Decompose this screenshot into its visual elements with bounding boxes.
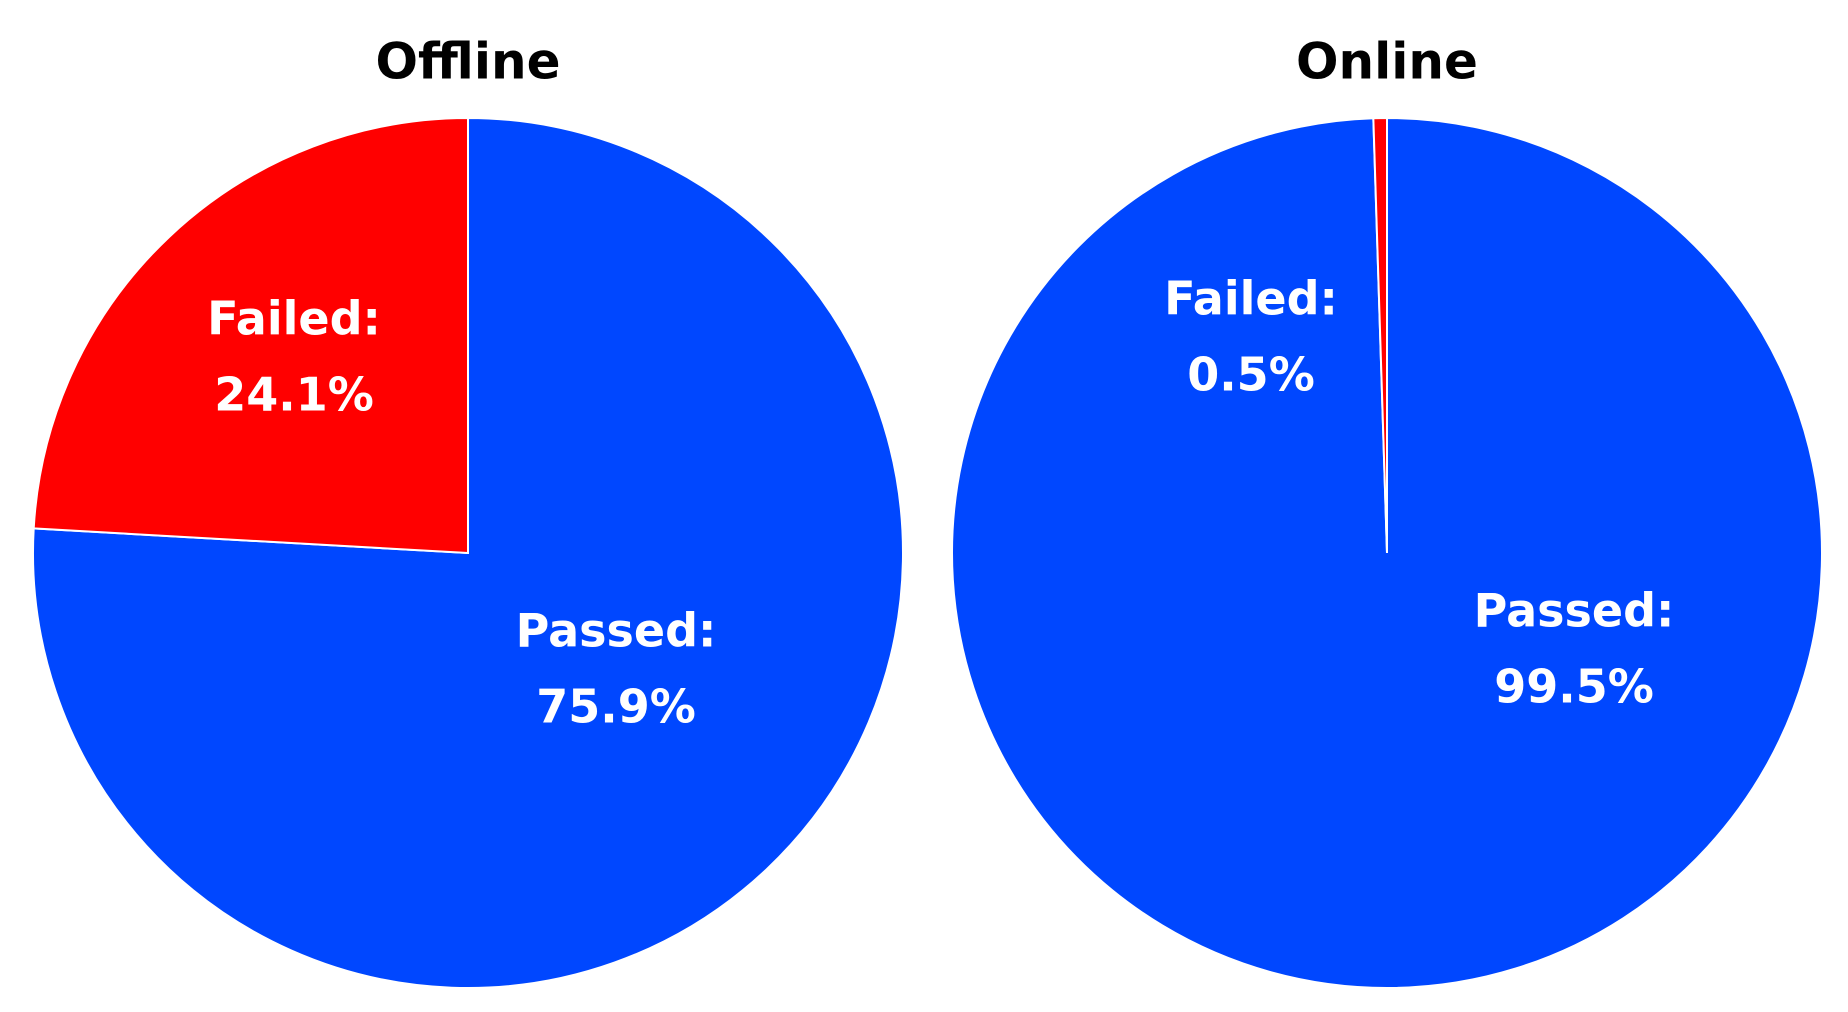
pie-slice — [32, 116, 469, 555]
slice-label: Passed: — [516, 604, 717, 658]
slice-value-label: 99.5% — [1494, 660, 1654, 714]
slice-label: Failed: — [1164, 272, 1338, 326]
slice-label: Passed: — [1474, 584, 1675, 638]
slice-label: Failed: — [207, 292, 381, 346]
chart-title: Offline — [376, 33, 561, 91]
slice-value-label: 24.1% — [214, 368, 374, 422]
slice-value-label: 0.5% — [1187, 348, 1315, 402]
slice-value-label: 75.9% — [536, 680, 696, 734]
pie-slice — [1372, 116, 1388, 554]
chart-title: Online — [1296, 33, 1478, 91]
